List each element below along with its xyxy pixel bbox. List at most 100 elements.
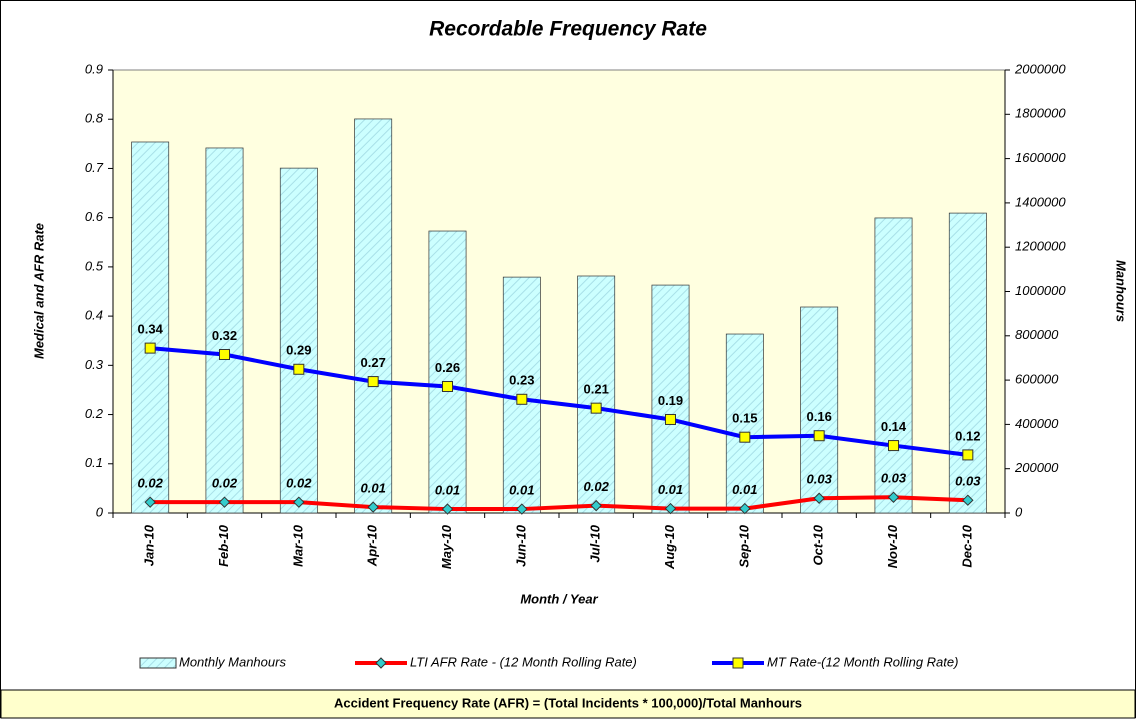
marker [813, 430, 825, 442]
legend-label: MT Rate-(12 Month Rolling Rate) [767, 654, 958, 669]
marker [590, 402, 602, 414]
y-tick-label: 0 [96, 504, 104, 519]
marker [887, 491, 900, 503]
y-tick-label: 0.8 [85, 111, 104, 126]
marker [219, 349, 230, 361]
x-tick-label: Jun-10 [513, 524, 528, 567]
data-label: 0.01 [732, 482, 757, 497]
y-tick-label: 0.7 [85, 160, 104, 175]
x-tick-label: Oct-10 [811, 524, 826, 565]
y2-tick-label: 600000 [1015, 372, 1059, 387]
bar [205, 147, 244, 514]
data-label: 0.14 [881, 419, 907, 434]
y2-tick-label: 1400000 [1015, 194, 1066, 209]
data-label: 0.32 [212, 328, 237, 343]
marker [962, 449, 974, 461]
x-tick-label: Apr-10 [365, 524, 380, 567]
y-tick-label: 0.5 [85, 258, 104, 273]
x-tick-label: Aug-10 [662, 524, 677, 570]
marker [293, 363, 305, 375]
marker [739, 502, 751, 515]
y-tick-label: 0.1 [85, 455, 103, 470]
bar [948, 212, 987, 514]
data-label: 0.01 [509, 482, 534, 497]
marker [813, 492, 825, 504]
y2-tick-label: 1800000 [1015, 106, 1066, 121]
x-tick-label: Feb-10 [216, 524, 231, 567]
data-label: 0.23 [509, 373, 534, 388]
data-label: 0.03 [807, 472, 833, 487]
x-tick-label: Sep-10 [736, 524, 751, 567]
y2-axis-title: Manhours [1114, 260, 1129, 322]
bar [577, 275, 616, 514]
marker [367, 376, 379, 388]
marker [590, 499, 602, 512]
data-label: 0.02 [286, 476, 312, 491]
x-tick-label: Mar-10 [290, 524, 305, 567]
y2-tick-label: 2000000 [1014, 61, 1066, 76]
marker [962, 494, 974, 506]
y-tick-label: 0.2 [85, 406, 104, 421]
data-label: 0.29 [286, 343, 311, 358]
bar [279, 167, 318, 514]
data-label: 0.34 [138, 322, 164, 337]
bar [354, 118, 393, 514]
y2-tick-label: 1200000 [1015, 239, 1066, 254]
marker [739, 431, 751, 443]
data-label: 0.27 [361, 355, 386, 370]
marker [664, 502, 677, 515]
x-axis-title: Month / Year [520, 591, 598, 606]
line [150, 495, 968, 512]
x-tick-label: Nov-10 [885, 524, 900, 568]
legend-marker [375, 657, 387, 669]
marker [293, 496, 305, 508]
plot-area [112, 69, 1006, 514]
y2-tick-label: 800000 [1015, 327, 1059, 342]
chart-title: Recordable Frequency Rate [429, 18, 707, 41]
marker [442, 380, 453, 392]
bar [800, 306, 839, 514]
data-label: 0.26 [435, 360, 460, 375]
x-tick-label: Jan-10 [142, 524, 157, 566]
marker [144, 342, 156, 354]
y2-tick-label: 200000 [1014, 460, 1059, 475]
y-tick-label: 0.4 [85, 308, 103, 323]
y2-tick-label: 1600000 [1015, 150, 1066, 165]
legend-label: Monthly Manhours [179, 654, 286, 669]
bar [725, 333, 764, 514]
bar [131, 141, 170, 514]
marker [665, 413, 676, 425]
data-label: 0.01 [435, 482, 460, 497]
data-label: 0.21 [584, 382, 609, 397]
data-label: 0.15 [732, 411, 757, 426]
x-tick-label: Jul-10 [588, 524, 603, 562]
footnote-box [0, 689, 1136, 719]
data-label: 0.03 [881, 471, 907, 486]
data-label: 0.01 [361, 481, 386, 496]
marker [367, 501, 379, 513]
data-label: 0.01 [658, 482, 683, 497]
marker [441, 503, 454, 515]
data-label: 0.16 [807, 409, 832, 424]
y2-tick-label: 1000000 [1015, 283, 1066, 298]
marker [888, 440, 899, 452]
bar [874, 217, 913, 514]
data-label: 0.19 [658, 393, 683, 408]
y2-tick-label: 0 [1015, 504, 1023, 519]
legend-marker [732, 657, 744, 669]
marker [516, 503, 528, 515]
footnote: Accident Frequency Rate (AFR) = (Total I… [334, 695, 802, 710]
x-tick-label: May-10 [439, 524, 454, 569]
line [149, 346, 969, 457]
y-axis-title: Medical and AFR Rate [31, 223, 46, 359]
marker [516, 393, 528, 405]
y-tick-label: 0.3 [85, 357, 104, 372]
legend-label: LTI AFR Rate - (12 Month Rolling Rate) [410, 654, 637, 669]
marker [144, 496, 156, 508]
y-tick-label: 0.9 [85, 61, 103, 76]
x-tick-label: Dec-10 [959, 524, 974, 567]
data-label: 0.02 [212, 476, 238, 491]
data-label: 0.12 [955, 428, 980, 443]
marker [218, 496, 231, 508]
